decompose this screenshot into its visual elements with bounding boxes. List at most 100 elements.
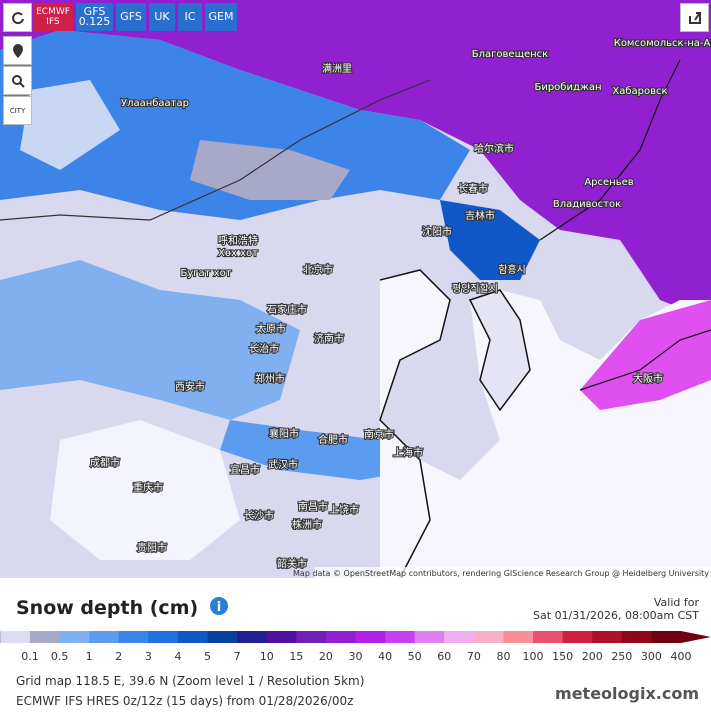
info-line: Grid map 118.5 E, 39.6 N (Zoom level 1 /… bbox=[16, 674, 365, 688]
places: Улаанбаатар Благовещенск Комсомольск-на-Ам… bbox=[89, 37, 711, 571]
map: Map data © OpenStreetMap contributors, r… bbox=[0, 0, 711, 578]
legend-swatch bbox=[59, 631, 90, 643]
model-button[interactable]: GFS 0.125 bbox=[76, 3, 113, 31]
model-button[interactable]: IC bbox=[178, 3, 202, 31]
place-label: 长治市 bbox=[249, 342, 279, 355]
legend-label: 3 bbox=[145, 650, 152, 663]
legend-swatch bbox=[414, 631, 445, 643]
place-label: 济南市 bbox=[314, 332, 344, 345]
place-label: 长沙市 bbox=[244, 509, 274, 522]
place-label: 贵阳市 bbox=[137, 541, 167, 554]
place-label: Благовещенск bbox=[472, 49, 548, 60]
place-label: 石家庄市 bbox=[267, 303, 307, 316]
snow-light bbox=[20, 80, 120, 170]
place-label: 北京市 bbox=[303, 263, 333, 276]
place-label: 襄阳市 bbox=[269, 427, 299, 440]
refresh-button[interactable] bbox=[3, 3, 32, 32]
place-label: 太原市 bbox=[256, 322, 286, 335]
watermark: meteologix.com bbox=[555, 684, 699, 703]
place-label: 韶关市 bbox=[277, 557, 307, 570]
legend-label: 100 bbox=[523, 650, 544, 663]
place-label: 南京市 bbox=[364, 428, 394, 441]
legend-label: 70 bbox=[467, 650, 481, 663]
svg-text:i: i bbox=[217, 600, 221, 615]
title: Snow depth (cm) i bbox=[16, 596, 229, 619]
legend-swatch bbox=[237, 631, 268, 643]
legend-swatch bbox=[30, 631, 61, 643]
place-label: 株洲市 bbox=[292, 518, 322, 531]
place-label: 宜昌市 bbox=[230, 463, 260, 476]
legend-swatch bbox=[621, 631, 652, 643]
snow-medium bbox=[440, 200, 540, 280]
legend-label: 1 bbox=[86, 650, 93, 663]
place-label: Арсеньев bbox=[584, 177, 633, 188]
place-label: Хабаровск bbox=[612, 86, 667, 97]
legend-label: 80 bbox=[496, 650, 510, 663]
footer: Snow depth (cm) i Valid for Sat 01/31/20… bbox=[0, 578, 711, 712]
info-line: ECMWF IFS HRES 0z/12z (15 days) from 01/… bbox=[16, 694, 354, 708]
legend-swatch bbox=[503, 631, 534, 643]
model-button[interactable]: GEM bbox=[205, 3, 237, 31]
legend-swatch bbox=[473, 631, 504, 643]
model-button[interactable]: UK bbox=[149, 3, 175, 31]
location-button[interactable] bbox=[3, 36, 32, 65]
legend-swatch bbox=[651, 631, 682, 643]
zoom-button[interactable] bbox=[3, 66, 32, 95]
legend-arrow-right bbox=[681, 631, 711, 643]
legend-label: 0.5 bbox=[51, 650, 69, 663]
legend: 0.1 0.5 1 2 3 4 5 7 10 15 20 30 40 50 60 70 80 100 150 200 2… bbox=[0, 630, 711, 663]
info-icon[interactable]: i bbox=[209, 596, 229, 616]
snow-heavy bbox=[580, 300, 711, 410]
city-button[interactable]: CITY bbox=[3, 96, 32, 125]
legend-label: 4 bbox=[174, 650, 181, 663]
share-button[interactable] bbox=[680, 3, 709, 32]
legend-label: 20 bbox=[319, 650, 333, 663]
snow-heavy bbox=[0, 0, 711, 320]
place-label: Улаанбаатар bbox=[121, 98, 189, 109]
place-label: 满洲里 bbox=[322, 63, 352, 75]
place-label: 西安市 bbox=[175, 380, 205, 393]
model-button[interactable]: ECMWF IFS bbox=[33, 3, 73, 31]
place-label: 평양직할시 bbox=[452, 283, 498, 295]
legend-label: 0.1 bbox=[21, 650, 39, 663]
place-label: 呼和浩特 bbox=[218, 235, 258, 247]
legend-label: 200 bbox=[582, 650, 603, 663]
place-label: 合肥市 bbox=[318, 433, 348, 446]
place-label: Владивосток bbox=[553, 199, 621, 210]
place-label: 上海市 bbox=[393, 446, 423, 459]
no-snow bbox=[50, 420, 240, 560]
place-label: Биробиджан bbox=[534, 82, 601, 93]
valid-label: Valid for bbox=[653, 596, 699, 609]
legend-swatch bbox=[177, 631, 209, 643]
legend-swatch bbox=[89, 631, 120, 643]
snow-medium bbox=[0, 30, 470, 220]
legend-label: 2 bbox=[115, 650, 122, 663]
place-label: Хөх хот bbox=[218, 248, 258, 259]
legend-label: 5 bbox=[204, 650, 211, 663]
legend-swatch bbox=[118, 631, 149, 643]
snow-medium bbox=[220, 420, 420, 480]
legend-label: 7 bbox=[234, 650, 241, 663]
model-button[interactable]: GFS bbox=[116, 3, 146, 31]
legend-swatch bbox=[592, 631, 623, 643]
legend-label: 10 bbox=[260, 650, 274, 663]
place-label: 长春市 bbox=[458, 182, 488, 195]
legend-swatch bbox=[296, 631, 327, 643]
legend-swatch bbox=[325, 631, 356, 643]
title-text: Snow depth (cm) bbox=[16, 597, 199, 619]
legend-swatch bbox=[562, 631, 593, 643]
place-label: 大阪市 bbox=[633, 372, 663, 385]
legend-swatch bbox=[444, 631, 475, 643]
legend-label: 60 bbox=[437, 650, 451, 663]
place-label: Комсомольск-на-Амуре bbox=[614, 38, 711, 49]
legend-swatch bbox=[148, 631, 179, 643]
legend-swatch bbox=[385, 631, 416, 643]
snow-medium bbox=[0, 260, 300, 420]
place-label: 함흥시 bbox=[498, 263, 526, 276]
legend-label: 300 bbox=[641, 650, 662, 663]
place-label: 南昌市 bbox=[298, 500, 328, 513]
legend-label: 30 bbox=[349, 650, 363, 663]
legend-label: 50 bbox=[408, 650, 422, 663]
place-label: 哈尔滨市 bbox=[474, 142, 514, 155]
legend-label: 150 bbox=[552, 650, 573, 663]
